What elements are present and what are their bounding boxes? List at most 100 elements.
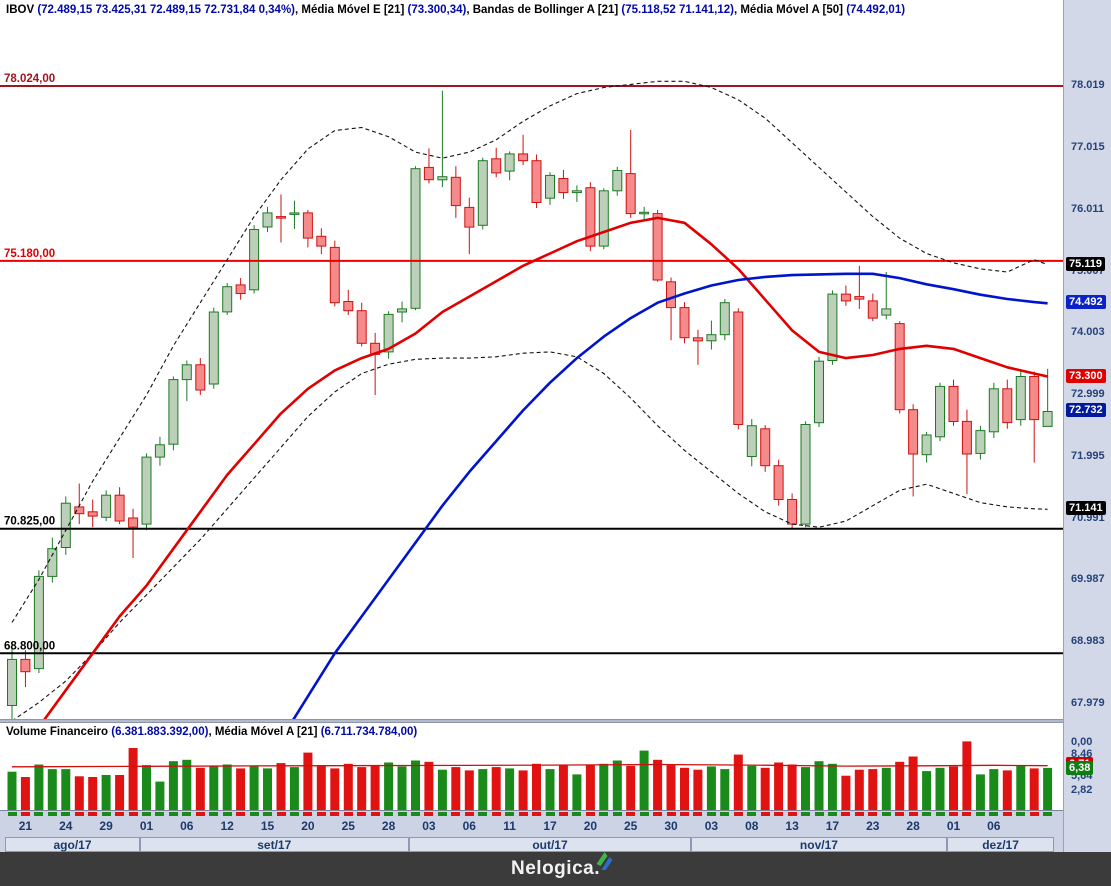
volume-bar <box>841 775 851 810</box>
month-band[interactable]: ago/17 <box>5 837 140 852</box>
day-tick-label: 03 <box>704 819 719 833</box>
volume-chart[interactable] <box>0 723 1063 810</box>
candle-color-dash <box>182 812 192 816</box>
level-price-label: 70.825,00 <box>4 516 55 528</box>
day-tick-label: 13 <box>785 819 799 833</box>
volume-bar <box>505 768 515 810</box>
candle-color-dash <box>949 812 958 816</box>
candle <box>585 182 596 252</box>
candle <box>625 129 636 218</box>
month-band[interactable]: nov/17 <box>691 837 947 852</box>
volume-bar <box>814 761 824 810</box>
price-badge: 71.141 <box>1066 501 1106 515</box>
volume-pane[interactable]: Volume Financeiro (6.381.883.392,00), Mé… <box>0 723 1063 810</box>
volume-bar <box>61 769 71 810</box>
volume-bar <box>558 765 568 810</box>
volume-badge: 6,38 <box>1066 761 1094 775</box>
volume-bar <box>464 770 474 810</box>
candle-color-dash <box>760 812 770 816</box>
price-badge: 75.119 <box>1066 257 1106 271</box>
candle <box>302 209 313 248</box>
day-tick-label: 17 <box>543 819 557 833</box>
candle <box>800 421 811 528</box>
volume-bar <box>572 774 582 810</box>
volume-bar <box>20 777 30 810</box>
date-axis[interactable]: 21 24 29 01 06 12 15 20 25 28 03 06 11 17 20 25 30 03 08 13… <box>0 810 1063 852</box>
header-segment: (75.118,52 71.141,12) <box>621 4 734 16</box>
candle <box>491 147 502 178</box>
level-price-label: 78.024,00 <box>4 73 55 85</box>
volume-bar <box>854 769 864 810</box>
candle <box>101 490 112 522</box>
month-band[interactable]: out/17 <box>408 837 692 852</box>
candle-color-dash <box>263 812 272 816</box>
volume-bar <box>1043 767 1053 810</box>
price-tick-label: 67.979 <box>1071 697 1105 709</box>
candle-color-dash <box>922 812 932 816</box>
candle <box>128 508 139 558</box>
candle <box>74 483 85 525</box>
volume-bar <box>935 767 945 810</box>
volume-bar <box>626 765 636 810</box>
volume-bar <box>612 760 622 810</box>
volume-bar <box>424 761 434 810</box>
candle-color-dash <box>680 812 689 816</box>
volume-bar <box>370 765 380 810</box>
volume-bar <box>236 768 246 810</box>
sma50-line <box>292 272 1048 719</box>
volume-bar <box>249 766 259 810</box>
candle <box>410 166 421 311</box>
candle <box>571 185 582 202</box>
volume-bar <box>195 767 205 810</box>
candle <box>181 360 192 402</box>
candle-color-dash <box>666 812 676 816</box>
candle <box>908 404 919 497</box>
candle <box>141 453 152 531</box>
volume-bar <box>47 769 57 810</box>
candle <box>1002 379 1013 429</box>
candle <box>639 206 650 221</box>
volume-bar <box>478 769 488 810</box>
candle-color-dash <box>491 812 501 816</box>
header-segment: (6.381.883.392,00) <box>111 726 209 738</box>
candle <box>706 320 717 350</box>
price-axis[interactable]: 78.019 77.015 76.011 75.007 74.003 72.999 71.9… <box>1063 0 1111 852</box>
candle-color-dash <box>343 812 353 816</box>
price-tick-label: 68.983 <box>1071 635 1105 647</box>
candle-color-dash <box>357 812 367 816</box>
volume-bar <box>263 768 272 810</box>
month-band[interactable]: dez/17 <box>946 837 1055 852</box>
pane-separator[interactable] <box>0 719 1063 723</box>
candle <box>598 188 609 250</box>
day-tick-label: 03 <box>422 819 436 833</box>
candle <box>195 358 206 395</box>
candle <box>450 166 461 218</box>
volume-bar <box>330 768 340 810</box>
volume-bar <box>1029 768 1039 810</box>
volume-bar <box>128 748 138 810</box>
volume-bar <box>801 767 810 810</box>
price-chart-pane[interactable]: 78.024,00 75.180,00 70.825,00 68.800,00 IBO… <box>0 0 1063 719</box>
month-band[interactable]: set/17 <box>139 837 409 852</box>
candle <box>383 311 394 359</box>
volume-bar <box>88 777 98 810</box>
bollinger-lower-band <box>13 351 1048 719</box>
candle <box>881 272 892 320</box>
candle-color-dash <box>47 812 57 816</box>
volume-bar <box>343 763 353 810</box>
candle-color-dash <box>585 812 595 816</box>
volume-bar <box>289 767 299 810</box>
candlestick-chart[interactable]: 78.024,00 75.180,00 70.825,00 68.800,00 <box>0 0 1063 719</box>
candle <box>773 459 784 506</box>
header-segment: (74.492,01) <box>846 4 906 16</box>
candle <box>276 194 286 243</box>
candle-color-dash <box>34 812 44 816</box>
day-tick-label: 23 <box>866 819 880 833</box>
candle-color-dash <box>249 812 259 816</box>
volume-bar <box>182 759 192 810</box>
candle <box>208 307 219 389</box>
candle <box>154 436 165 466</box>
volume-bar <box>115 775 125 810</box>
day-tick-label: 20 <box>301 819 315 833</box>
